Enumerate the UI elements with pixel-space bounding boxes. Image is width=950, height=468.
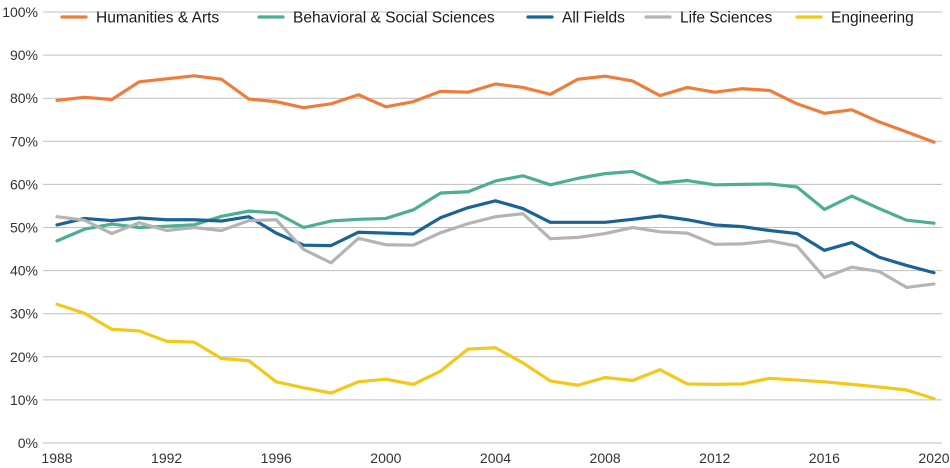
y-tick-label: 100%	[2, 4, 38, 20]
y-tick-label: 10%	[10, 392, 38, 408]
y-tick-label: 40%	[10, 263, 38, 279]
series-lines	[55, 74, 936, 401]
x-tick-label: 2008	[590, 450, 621, 466]
legend-label-engineering: Engineering	[831, 10, 914, 27]
y-tick-label: 30%	[10, 306, 38, 322]
x-tick-label: 2004	[480, 450, 511, 466]
x-tick-label: 1992	[151, 450, 182, 466]
legend-label-humanities-arts: Humanities & Arts	[96, 10, 219, 27]
y-tick-label: 80%	[10, 90, 38, 106]
x-axis-ticks: 1988 1992 1996 2000 2004 2008 2012 2016 2020	[41, 450, 949, 466]
y-tick-label: 60%	[10, 176, 38, 192]
y-tick-label: 90%	[10, 47, 38, 63]
series-line-life-sciences	[55, 212, 936, 290]
x-tick-label: 1996	[261, 450, 292, 466]
x-tick-label: 2000	[370, 450, 401, 466]
series-line-humanities-arts	[55, 74, 936, 144]
y-tick-label: 0%	[18, 435, 38, 451]
x-tick-label: 2012	[699, 450, 730, 466]
y-tick-label: 50%	[10, 220, 38, 236]
legend-label-all-fields: All Fields	[562, 10, 625, 27]
legend: Humanities & Arts Behavioral & Social Sci…	[60, 10, 914, 27]
legend-label-life-sciences: Life Sciences	[680, 10, 772, 27]
y-axis-ticks: 0% 10% 20% 30% 40% 50% 60% 70% 80% 90% 100%	[2, 4, 38, 451]
x-tick-label: 2016	[809, 450, 840, 466]
legend-label-behavioral-social-sciences: Behavioral & Social Sciences	[293, 10, 495, 27]
y-tick-label: 20%	[10, 349, 38, 365]
series-line-engineering	[55, 302, 936, 401]
y-tick-label: 70%	[10, 133, 38, 149]
x-tick-label: 2020	[918, 450, 949, 466]
x-tick-label: 1988	[41, 450, 72, 466]
series-line-all-fields	[55, 199, 936, 275]
series-line-behavioral-social-sciences	[55, 169, 936, 243]
